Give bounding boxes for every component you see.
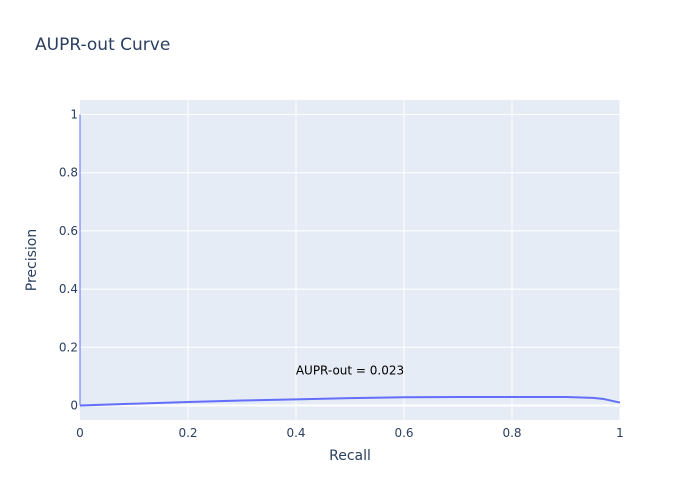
y-tick-label: 0.4 (59, 282, 78, 296)
x-tick-label: 1 (616, 426, 624, 440)
x-tick-label: 0.6 (394, 426, 413, 440)
gridlines (80, 100, 621, 420)
y-tick-label: 0.2 (59, 340, 78, 354)
y-tick-label: 0 (70, 398, 78, 412)
x-tick-label: 0.2 (178, 426, 197, 440)
x-tick-label: 0.8 (502, 426, 521, 440)
series-layer (79, 114, 621, 407)
pr-curve-line (79, 396, 621, 407)
x-axis-title: Recall (329, 448, 371, 464)
y-tick-label: 1 (70, 108, 78, 122)
y-tick-label: 0.6 (59, 224, 78, 238)
plot-area (80, 100, 620, 420)
aupr-annotation: AUPR-out = 0.023 (296, 363, 404, 377)
y-tick-label: 0.8 (59, 166, 78, 180)
tick-labels: 0 0.2 0.4 0.6 0.8 1 0 0.2 0.4 0.6 0.8 1 (59, 108, 624, 440)
chart-title: AUPR-out Curve (35, 35, 170, 55)
y-axis-title: Precision (24, 229, 40, 291)
x-tick-label: 0.4 (286, 426, 305, 440)
x-tick-label: 0 (76, 426, 84, 440)
